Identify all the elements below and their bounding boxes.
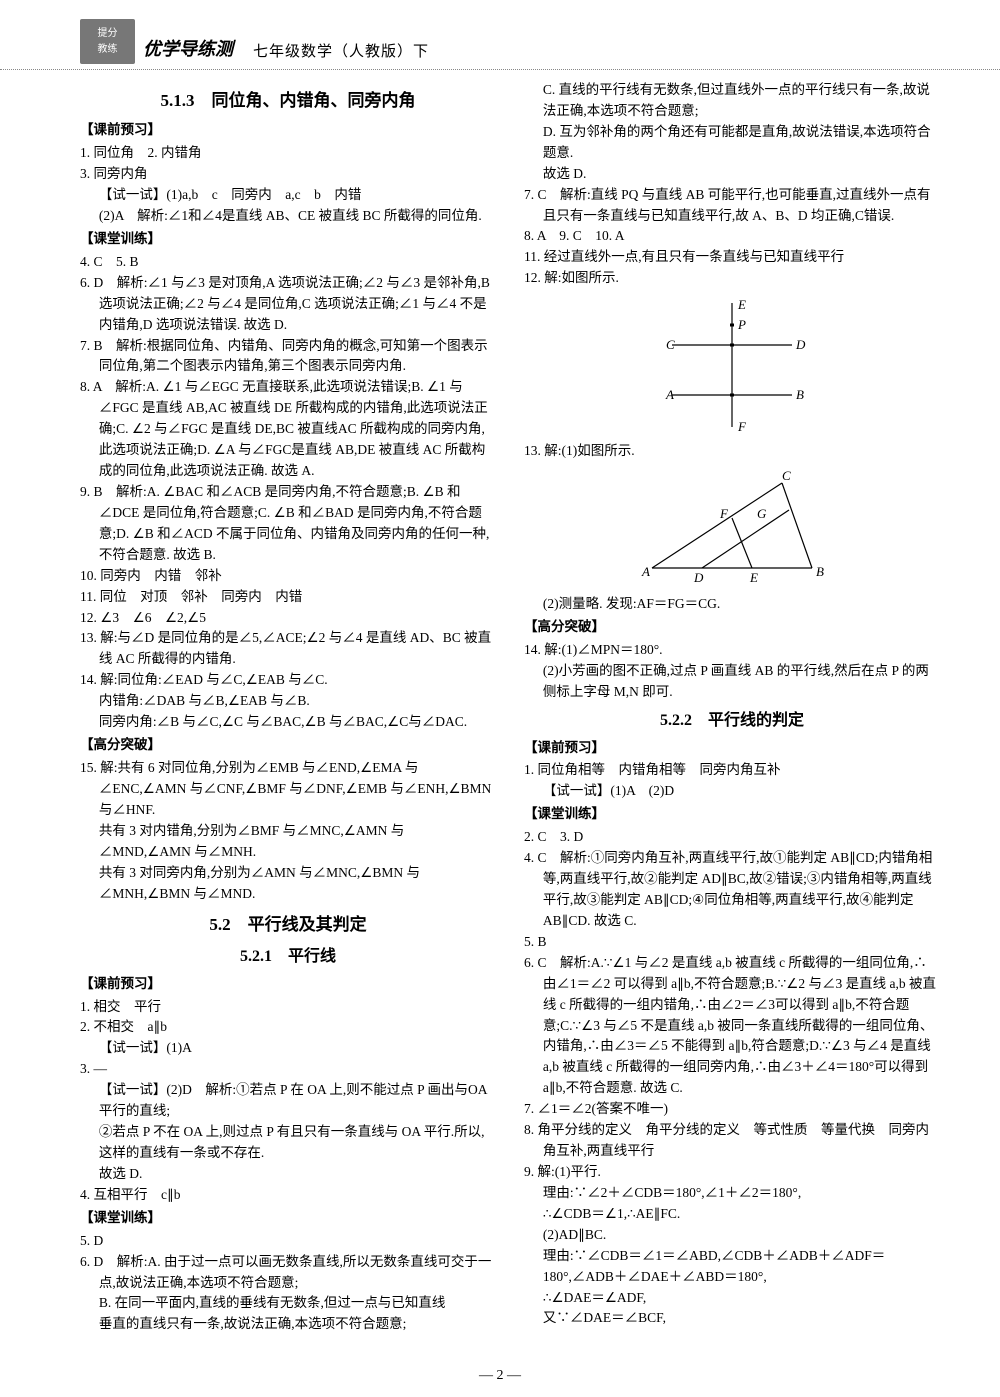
fig1-C: C [666, 337, 675, 352]
section-5-2-2-title: 5.2.2 平行线的判定 [524, 709, 940, 734]
logo: 提分 教练 [80, 19, 135, 64]
preview-head-2: 【课前预习】 [80, 974, 496, 995]
fig2-D: D [693, 570, 704, 585]
fig1-B: B [796, 387, 804, 402]
item-s9b: 理由:∵∠2＋∠CDB＝180°,∠1＋∠2＝180°, [524, 1183, 940, 1204]
item-q2: 2. 不相交 a∥b [80, 1017, 496, 1038]
item-s7: 7. ∠1＝∠2(答案不唯一) [524, 1099, 940, 1120]
item-15b: 共有 3 对内错角,分别为∠BMF 与∠MNC,∠AMN 与∠MND,∠AMN … [80, 821, 496, 863]
item-r13: 13. 解:(1)如图所示. [524, 441, 940, 462]
item-r4: 故选 D. [524, 164, 940, 185]
item-r14b: (2)小芳画的图不正确,过点 P 画直线 AB 的平行线,然后在点 P 的两侧标… [524, 661, 940, 703]
item-r14a: 14. 解:(1)∠MPN＝180°. [524, 640, 940, 661]
item-q6b: B. 在同一平面内,直线的垂线有无数条,但过一点与已知直线 [80, 1293, 496, 1314]
section-5-2-title: 5.2 平行线及其判定 [80, 912, 496, 938]
fig2-E: E [749, 570, 758, 585]
fig1-A: A [665, 387, 674, 402]
item-10: 10. 同旁内 内错 邻补 [80, 566, 496, 587]
item-13: 13. 解:与∠D 是同位角的是∠5,∠ACE;∠2 与∠4 是直线 AD、BC… [80, 628, 496, 670]
fig2-C: C [782, 468, 791, 483]
item-3: 3. 同旁内角 [80, 164, 496, 185]
item-s4: 4. C 解析:①同旁内角互补,两直线平行,故①能判定 AB∥CD;内错角相等,… [524, 848, 940, 932]
fig1-E: E [737, 297, 746, 312]
item-s9d: (2)AD∥BC. [524, 1225, 940, 1246]
book-title: 优学导练测 [143, 36, 233, 64]
item-q4: 4. 互相平行 c∥b [80, 1185, 496, 1206]
section-5-1-3-title: 5.1.3 同位角、内错角、同旁内角 [80, 88, 496, 114]
book-subtitle: 七年级数学（人教版）下 [253, 41, 429, 64]
item-r11: 11. 经过直线外一点,有且只有一条直线与已知直线平行 [524, 247, 940, 268]
item-q3: 3. — [80, 1059, 496, 1080]
item-3-try: 【试一试】(1)a,b c 同旁内 a,c b 内错 [80, 185, 496, 206]
preview-head-1: 【课前预习】 [80, 120, 496, 141]
item-11: 11. 同位 对顶 邻补 同旁内 内错 [80, 587, 496, 608]
page-content: 5.1.3 同位角、内错角、同旁内角 【课前预习】 1. 同位角 2. 内错角 … [0, 70, 1000, 1360]
logo-text-2: 教练 [98, 42, 118, 58]
item-15a: 15. 解:共有 6 对同位角,分别为∠EMB 与∠END,∠EMA 与∠ENC… [80, 758, 496, 821]
item-7: 7. B 解析:根据同位角、内错角、同旁内角的概念,可知第一个图表示同位角,第二… [80, 336, 496, 378]
figure-1: E P C D A B F [524, 295, 940, 435]
item-r2: C. 直线的平行线有无数条,但过直线外一点的平行线只有一条,故说法正确,本选项不… [524, 80, 940, 122]
item-s5: 5. B [524, 932, 940, 953]
item-q3b: ②若点 P 不在 OA 上,则过点 P 有且只有一条直线与 OA 平行.所以,这… [80, 1122, 496, 1164]
fig2-A: A [641, 564, 650, 579]
item-s6: 6. C 解析:A.∵∠1 与∠2 是直线 a,b 被直线 c 所截得的一组同位… [524, 953, 940, 1099]
item-1: 1. 同位角 2. 内错角 [80, 143, 496, 164]
item-q6: 6. D 解析:A. 由于过一点可以画无数条直线,所以无数条直线可交于一点,故说… [80, 1252, 496, 1294]
fig2-B: B [816, 564, 824, 579]
figure-2: A B C D E F G [524, 468, 940, 588]
item-q1: 1. 相交 平行 [80, 997, 496, 1018]
train-head-2: 【课堂训练】 [80, 1208, 496, 1229]
item-s9e: 理由:∵∠CDB＝∠1＝∠ABD,∠CDB＋∠ADB＋∠ADF＝180°,∠AD… [524, 1246, 940, 1288]
item-q3c: 故选 D. [80, 1164, 496, 1185]
highscore-head-2: 【高分突破】 [524, 617, 940, 638]
fig2-F: F [719, 506, 729, 521]
item-s1: 1. 同位角相等 内错角相等 同旁内角互补 [524, 760, 940, 781]
item-q3try: 【试一试】(2)D 解析:①若点 P 在 OA 上,则不能过点 P 画出与OA … [80, 1080, 496, 1122]
item-r12: 12. 解:如图所示. [524, 268, 940, 289]
item-q2try: 【试一试】(1)A [80, 1038, 496, 1059]
item-r13b: (2)测量略. 发现:AF＝FG＝CG. [524, 594, 940, 615]
section-5-2-1-title: 5.2.1 平行线 [80, 945, 496, 970]
item-14c: 同旁内角:∠B 与∠C,∠C 与∠BAC,∠B 与∠BAC,∠C与∠DAC. [80, 712, 496, 733]
logo-text-1: 提分 [98, 26, 118, 42]
fig1-P: P [737, 317, 746, 332]
item-s9a: 9. 解:(1)平行. [524, 1162, 940, 1183]
item-14b: 内错角:∠DAB 与∠B,∠EAB 与∠B. [80, 691, 496, 712]
item-r7: 7. C 解析:直线 PQ 与直线 AB 可能平行,也可能垂直,过直线外一点有且… [524, 185, 940, 227]
item-9: 9. B 解析:A. ∠BAC 和∠ACB 是同旁内角,不符合题意;B. ∠B … [80, 482, 496, 566]
item-4: 4. C 5. B [80, 252, 496, 273]
item-s1try: 【试一试】(1)A (2)D [524, 781, 940, 802]
item-s2: 2. C 3. D [524, 827, 940, 848]
highscore-head-1: 【高分突破】 [80, 735, 496, 756]
item-8: 8. A 解析:A. ∠1 与∠EGC 无直接联系,此选项说法错误;B. ∠1 … [80, 377, 496, 482]
train-head-3: 【课堂训练】 [524, 804, 940, 825]
item-3-try2: (2)A 解析:∠1和∠4是直线 AB、CE 被直线 BC 所截得的同位角. [80, 206, 496, 227]
item-s8: 8. 角平分线的定义 角平分线的定义 等式性质 等量代换 同旁内角互补,两直线平… [524, 1120, 940, 1162]
item-r8: 8. A 9. C 10. A [524, 226, 940, 247]
fig1-F: F [737, 419, 747, 434]
item-14a: 14. 解:同位角:∠EAD 与∠C,∠EAB 与∠C. [80, 670, 496, 691]
fig1-D: D [795, 337, 806, 352]
item-s9f: ∴∠DAE＝∠ADF, [524, 1288, 940, 1309]
item-q5: 5. D [80, 1231, 496, 1252]
item-6: 6. D 解析:∠1 与∠3 是对顶角,A 选项说法正确;∠2 与∠3 是邻补角… [80, 273, 496, 336]
item-s9c: ∴∠CDB＝∠1,∴AE∥FC. [524, 1204, 940, 1225]
page-number: — 2 — [0, 1365, 1000, 1387]
item-15c: 共有 3 对同旁内角,分别为∠AMN 与∠MNC,∠BMN 与∠MNH,∠BMN… [80, 863, 496, 905]
item-r1: 垂直的直线只有一条,故说法正确,本选项不符合题意; [80, 1314, 496, 1335]
preview-head-3: 【课前预习】 [524, 738, 940, 759]
item-12: 12. ∠3 ∠6 ∠2,∠5 [80, 608, 496, 629]
item-s9g: 又∵∠DAE＝∠BCF, [524, 1308, 940, 1329]
item-r3: D. 互为邻补角的两个角还有可能都是直角,故说法错误,本选项符合题意. [524, 122, 940, 164]
fig2-G: G [757, 506, 767, 521]
train-head-1: 【课堂训练】 [80, 229, 496, 250]
